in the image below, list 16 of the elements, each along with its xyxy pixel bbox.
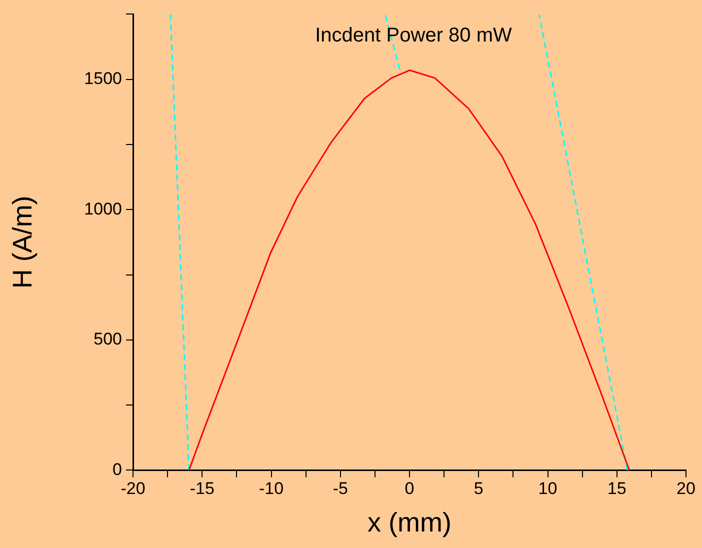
y-axis-title: H (A/m) — [8, 196, 38, 289]
x-tick-label: 20 — [676, 479, 696, 498]
x-tick-label: -15 — [190, 479, 214, 498]
x-tick-label: 5 — [474, 479, 484, 498]
annotation: Incdent Power 80 mW — [315, 24, 512, 47]
y-tick-label: 1000 — [84, 199, 122, 218]
x-tick-label: 15 — [607, 479, 626, 498]
x-tick-label: 0 — [404, 479, 414, 498]
x-tick-label: 10 — [538, 479, 558, 498]
y-tick-label: 1500 — [84, 69, 122, 88]
x-tick-label: -10 — [258, 479, 284, 498]
y-tick-label: 0 — [112, 460, 122, 479]
x-tick-label: -5 — [332, 479, 348, 498]
x-axis-title: x (mm) — [368, 507, 452, 538]
x-tick-label: -20 — [120, 479, 146, 498]
y-tick-label: 500 — [94, 330, 122, 349]
